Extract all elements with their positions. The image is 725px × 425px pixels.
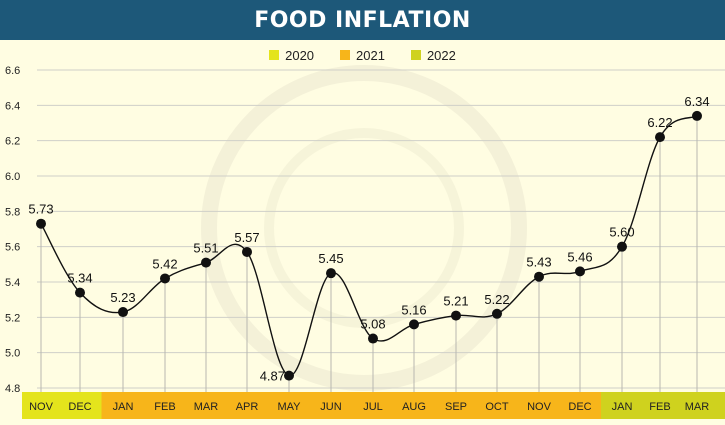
x-axis-band-segment	[641, 392, 679, 419]
legend: 2020 2021 2022	[0, 46, 725, 64]
x-tick-label: JAN	[612, 401, 633, 413]
data-label: 5.34	[67, 271, 92, 286]
y-tick-label: 5.4	[5, 277, 20, 289]
x-tick-label: AUG	[402, 401, 426, 413]
x-tick-label: MAR	[685, 401, 710, 413]
x-axis-band-segment	[226, 392, 269, 419]
data-label: 6.34	[684, 94, 709, 109]
x-tick-label: JAN	[113, 401, 134, 413]
y-tick-label: 6.2	[5, 136, 20, 148]
data-label: 5.08	[360, 317, 385, 332]
series-line	[40, 115, 698, 377]
y-tick-label: 5.6	[5, 242, 20, 254]
data-label: 5.60	[609, 225, 634, 240]
x-tick-label: MAR	[194, 401, 219, 413]
data-label: 5.73	[28, 202, 53, 217]
data-label: 5.46	[567, 249, 592, 264]
data-point	[655, 132, 665, 143]
x-tick-label: JUL	[363, 401, 383, 413]
y-tick-label: 5.0	[5, 348, 20, 360]
x-tick-label: FEB	[154, 401, 175, 413]
x-tick-label: SEP	[445, 401, 467, 413]
legend-swatch-2022	[410, 50, 421, 60]
x-tick-label: JUN	[320, 401, 341, 413]
x-axis-band-segment	[352, 392, 394, 419]
x-axis-band-segment	[476, 392, 519, 419]
watermark-logo-inner	[264, 128, 464, 328]
y-tick-label: 6.4	[5, 100, 20, 112]
x-axis-band-segment	[60, 392, 102, 419]
legend-label-2020: 2020	[285, 47, 315, 63]
y-tick-label: 5.2	[5, 312, 20, 324]
x-axis-band-segment	[185, 392, 227, 419]
data-point	[492, 308, 502, 319]
data-point	[242, 246, 252, 257]
x-axis-band-segment	[678, 392, 725, 419]
data-point	[75, 287, 85, 298]
legend-swatch-2020	[269, 50, 280, 60]
x-tick-label: NOV	[29, 401, 54, 413]
legend-item-2020: 2020	[269, 46, 314, 64]
data-label: 5.45	[318, 251, 343, 266]
y-tick-label: 6.6	[5, 65, 20, 77]
data-point	[201, 257, 211, 268]
data-label: 4.87	[260, 369, 285, 384]
x-tick-label: OCT	[485, 401, 509, 413]
data-label: 5.21	[443, 294, 468, 309]
chart-title: FOOD INFLATION	[254, 7, 471, 33]
data-point	[575, 266, 585, 277]
legend-label-2022: 2022	[426, 47, 456, 63]
x-axis-band-segment	[144, 392, 186, 419]
data-label: 5.23	[110, 290, 135, 305]
data-point	[368, 333, 378, 344]
title-bar: FOOD INFLATION	[0, 0, 725, 40]
x-tick-label: DEC	[68, 401, 91, 413]
legend-item-2022: 2022	[410, 46, 456, 64]
x-axis-band-segment	[22, 392, 61, 419]
x-axis-band-segment	[601, 392, 642, 419]
watermark-logo	[201, 65, 527, 391]
legend-swatch-2021	[340, 50, 351, 60]
x-axis-band-segment	[393, 392, 436, 419]
x-tick-label: APR	[236, 401, 259, 413]
x-axis-band-segment	[435, 392, 477, 419]
x-axis-band-segment	[559, 392, 602, 419]
x-axis-band-segment	[518, 392, 560, 419]
data-label: 5.43	[526, 255, 551, 270]
data-point	[692, 110, 702, 121]
data-point	[284, 370, 294, 381]
x-tick-label: NOV	[527, 401, 552, 413]
x-axis-band-segment	[310, 392, 353, 419]
data-point	[534, 271, 544, 282]
data-point	[36, 218, 46, 229]
x-tick-label: FEB	[649, 401, 670, 413]
legend-item-2021: 2021	[340, 46, 385, 64]
data-point	[617, 241, 627, 252]
data-label: 5.42	[152, 256, 177, 271]
y-tick-label: 6.0	[5, 171, 20, 183]
data-label: 5.51	[193, 241, 218, 256]
data-label: 5.16	[401, 302, 426, 317]
x-axis-band-segment	[268, 392, 311, 419]
data-label: 5.57	[234, 230, 259, 245]
data-point	[160, 273, 170, 284]
data-point	[451, 310, 461, 321]
x-tick-label: DEC	[568, 401, 591, 413]
data-point	[326, 268, 336, 279]
y-tick-label: 4.8	[5, 383, 20, 395]
data-label: 5.22	[484, 292, 509, 307]
x-axis-band-segment	[101, 392, 145, 419]
y-tick-label: 5.8	[5, 206, 20, 218]
data-label: 6.22	[647, 115, 672, 130]
legend-label-2021: 2021	[356, 47, 385, 63]
data-point	[409, 319, 419, 330]
x-tick-label: MAY	[277, 401, 301, 413]
data-point	[118, 307, 128, 318]
